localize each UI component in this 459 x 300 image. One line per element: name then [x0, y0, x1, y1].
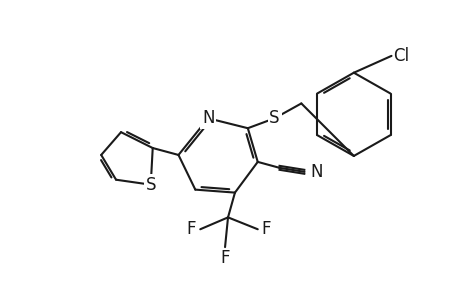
Text: F: F — [186, 220, 196, 238]
Text: N: N — [309, 163, 322, 181]
Text: N: N — [202, 109, 214, 127]
Text: S: S — [145, 176, 156, 194]
Text: S: S — [269, 109, 279, 127]
Text: Cl: Cl — [392, 47, 409, 65]
Text: F: F — [261, 220, 271, 238]
Text: F: F — [220, 249, 230, 267]
